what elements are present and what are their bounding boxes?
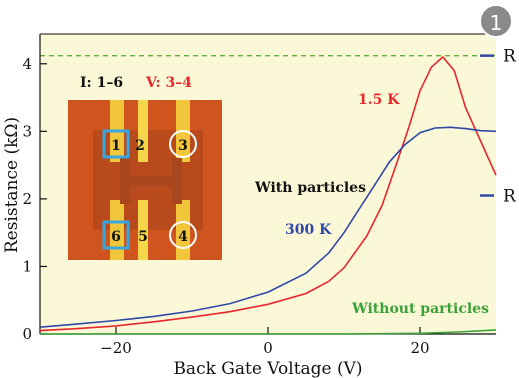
y-tick-label-3: 3 bbox=[22, 122, 32, 140]
series-line-0 bbox=[39, 56, 497, 332]
inset-electrode-bottom-1 bbox=[110, 200, 124, 260]
x-tick-label-2: 20 bbox=[410, 339, 429, 357]
annotation-with-particles: With particles bbox=[254, 180, 366, 196]
pad-label-3: 3 bbox=[178, 138, 188, 154]
inset-channel-bar bbox=[120, 176, 182, 186]
pad-label-6: 6 bbox=[111, 229, 121, 245]
y-tick-label-1: 1 bbox=[22, 257, 32, 275]
current-label: I: 1–6 bbox=[80, 75, 123, 91]
voltage-label: V: 3–4 bbox=[145, 75, 192, 91]
series-line-2 bbox=[40, 329, 497, 335]
x-tick-label-1: 0 bbox=[263, 339, 273, 357]
pad-3-circle bbox=[169, 130, 197, 158]
x-axis-title: Back Gate Voltage (V) bbox=[173, 359, 362, 378]
right-marker-label-1: R bbox=[503, 187, 517, 207]
inset-electrode-bottom-2 bbox=[138, 200, 148, 260]
y-tick-label-2: 2 bbox=[22, 190, 32, 208]
annotation-1p5k: 1.5 K bbox=[358, 92, 400, 108]
annotation-300k: 300 K bbox=[285, 222, 332, 238]
pad-label-5: 5 bbox=[138, 229, 148, 245]
series-lines bbox=[39, 56, 497, 335]
right-marker-label-0: R bbox=[503, 47, 517, 67]
y-axis-title: Resistance (kΩ) bbox=[2, 117, 22, 253]
annotation-without-particles: Without particles bbox=[351, 301, 489, 317]
inset-electrode-bottom-3 bbox=[176, 200, 190, 260]
y-tick-label-0: 0 bbox=[22, 325, 32, 343]
pad-4-circle bbox=[169, 221, 197, 249]
pad-6-square bbox=[102, 220, 130, 250]
inset-device-image: 1 2 3 6 5 4 bbox=[68, 100, 222, 260]
series-line-1 bbox=[39, 126, 497, 328]
x-tick-label-0: −20 bbox=[100, 339, 132, 357]
pad-label-4: 4 bbox=[178, 229, 188, 245]
figure-number-badge: 1 bbox=[479, 4, 513, 38]
y-tick-label-4: 4 bbox=[22, 55, 32, 73]
right-markers: RR bbox=[480, 47, 517, 207]
pad-label-1: 1 bbox=[111, 138, 121, 154]
pad-1-square bbox=[102, 129, 130, 159]
inset-electrode-top-2 bbox=[138, 100, 148, 162]
pad-label-2: 2 bbox=[135, 138, 145, 154]
